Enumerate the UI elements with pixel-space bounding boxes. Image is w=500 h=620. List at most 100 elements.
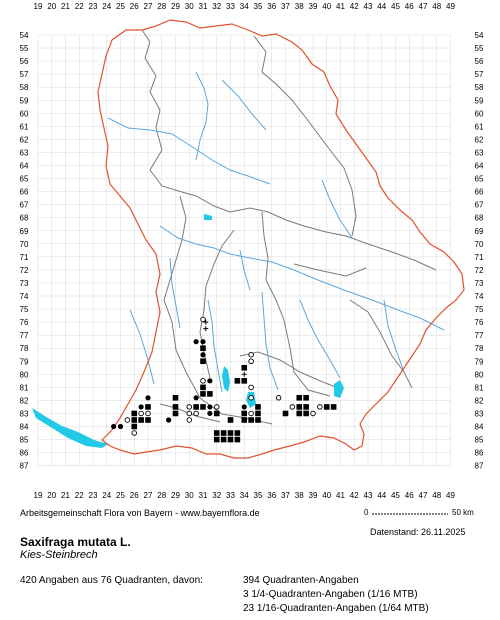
y-tick-label: 81 [475,383,484,392]
x-tick-label: 28 [157,491,166,500]
y-tick-label: 68 [475,214,484,223]
y-tick-label: 59 [475,96,484,105]
y-tick-label: 82 [475,396,484,405]
y-tick-label: 82 [20,396,29,405]
y-tick-label: 64 [475,162,484,171]
y-tick-label: 72 [20,266,29,275]
x-tick-label: 49 [446,2,455,11]
quarter-quadrant-marker [193,395,199,401]
scale-start-label: 0 [364,508,369,517]
y-tick-label: 86 [475,449,484,458]
quadrant-marker [213,436,220,443]
sixteenth-quadrant-marker [193,410,199,417]
sixteenth-quadrant-marker [248,384,254,391]
quadrant-marker [255,404,261,410]
x-tick-label: 26 [130,2,139,11]
quadrant-marker [131,417,138,423]
quadrant-marker [234,430,241,436]
quarter-quadrant-marker [111,423,117,430]
quadrant-marker [131,410,138,417]
y-tick-label: 66 [20,188,29,197]
y-tick-label: 78 [475,344,484,353]
y-tick-label: 59 [20,96,29,105]
y-tick-label: 87 [20,462,29,471]
sixteenth-quadrant-marker [248,358,254,365]
sixteenth-quadrant-marker [124,417,131,423]
y-tick-label: 80 [20,370,29,379]
y-tick-label: 77 [20,331,29,340]
y-tick-label: 71 [475,253,484,262]
y-tick-label: 69 [475,227,484,236]
x-tick-label: 22 [75,491,84,500]
y-tick-label: 71 [20,253,29,262]
x-tick-label: 21 [61,2,70,11]
sixteenth-quadrant-marker [186,410,192,417]
x-tick-label: 45 [391,2,400,11]
y-axis-labels-left: 54 55 56 57 58 59 60 61 62 63 64 65 66 67 68 69 70 71 72 73… [20,31,29,471]
quadrant-marker [248,417,254,423]
y-tick-label: 55 [20,44,29,53]
y-tick-label: 73 [20,279,29,288]
quadrant-marker [234,378,241,384]
quadrant-marker [227,417,234,423]
x-tick-label: 31 [199,491,208,500]
x-tick-label: 39 [309,2,318,11]
quadrant-marker [296,404,303,410]
x-tick-label: 32 [212,2,221,11]
y-tick-label: 77 [475,331,484,340]
quadrant-marker [303,394,309,401]
sixteenth-quadrant-marker [289,404,296,410]
y-tick-label: 54 [20,31,29,40]
y-tick-label: 74 [475,292,484,301]
x-tick-label: 33 [226,2,235,11]
quadrant-marker [241,410,248,417]
x-tick-label: 49 [446,491,455,500]
quadrant-marker [145,404,151,410]
quadrant-marker [234,436,241,443]
x-tick-label: 25 [116,491,125,500]
x-tick-label: 48 [432,491,441,500]
x-tick-label: 44 [377,2,386,11]
credit-line: Arbeitsgemeinschaft Flora von Bayern - w… [20,508,260,518]
district-boundaries [141,29,437,425]
y-tick-label: 76 [475,318,484,327]
y-tick-label: 84 [20,423,29,432]
quadrant-marker [138,417,144,423]
y-tick-label: 55 [475,44,484,53]
y-tick-label: 56 [475,57,484,66]
x-tick-label: 30 [185,491,194,500]
x-tick-label: 25 [116,2,125,11]
quarter-quadrant-marker [117,423,124,430]
x-tick-label: 26 [130,491,139,500]
quadrant-marker [207,391,213,397]
y-tick-label: 63 [475,148,484,157]
y-tick-label: 68 [20,214,29,223]
y-tick-label: 79 [475,357,484,366]
x-tick-label: 42 [350,491,359,500]
x-axis-labels-top: 19 20 21 22 23 24 25 26 27 28 29 30 31 32 33 34 35 36 37 38… [34,2,456,11]
x-tick-label: 33 [226,491,235,500]
quarter-quadrant-marker [207,404,213,410]
y-tick-label: 63 [20,148,29,157]
y-tick-label: 85 [20,436,29,445]
y-tick-label: 65 [20,175,29,184]
quadrant-marker [213,410,220,417]
x-tick-label: 27 [144,2,153,11]
sixteenth-quadrant-marker [186,417,192,423]
quadrant-marker [227,436,234,443]
y-tick-label: 83 [475,409,484,418]
x-tick-label: 27 [144,491,153,500]
sixtyfourth-quadrant-marker [203,326,209,332]
quarter-quadrant-marker [207,378,213,384]
y-tick-label: 87 [475,462,484,471]
species-name: Saxifraga mutata L. [20,535,131,549]
x-tick-label: 45 [391,491,400,500]
sixteenth-quadrant-marker [213,404,220,410]
x-tick-label: 20 [47,491,56,500]
x-tick-label: 38 [295,491,304,500]
summary-text: 420 Angaben aus 76 Quadranten, davon: [20,575,203,586]
x-tick-label: 21 [61,491,70,500]
stat-sixteenth-quadrant: 23 1/16-Quadranten-Angaben (1/64 MTB) [243,603,429,614]
common-name: Kies-Steinbrech [20,549,98,561]
occurrence-symbols [111,316,337,443]
